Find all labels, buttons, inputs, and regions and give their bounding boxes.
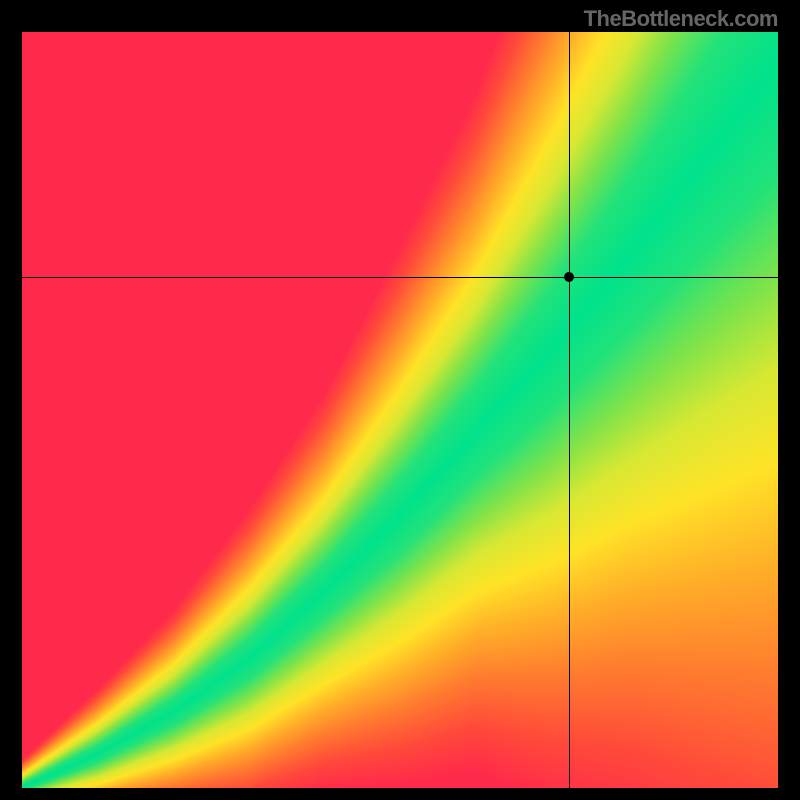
bottleneck-heatmap [22, 32, 778, 788]
heatmap-canvas [22, 32, 778, 788]
watermark-text: TheBottleneck.com [584, 6, 778, 32]
marker-point [564, 272, 574, 282]
crosshair-vertical [569, 32, 570, 788]
crosshair-horizontal [22, 277, 778, 278]
